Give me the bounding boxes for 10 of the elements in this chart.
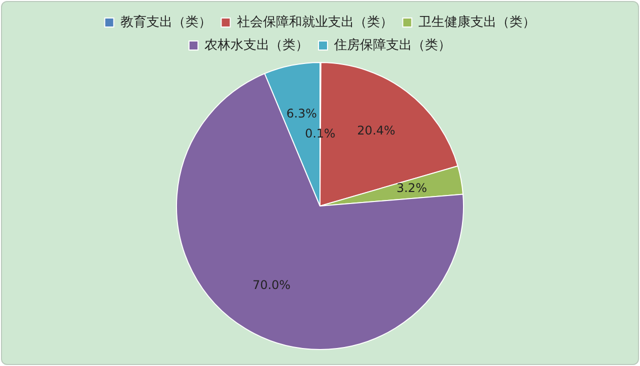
legend-label: 卫生健康支出（类） [418, 14, 536, 30]
data-label: 20.4% [357, 124, 396, 138]
legend-label: 农林水支出（类） [204, 38, 308, 53]
data-label: 3.2% [396, 181, 427, 196]
data-label: 70.0% [252, 278, 291, 292]
legend-label: 住房保障支出（类） [333, 36, 451, 53]
data-label: 0.1% [304, 126, 336, 140]
legend-label: 社会保障和就业支出（类） [236, 14, 393, 30]
data-label: 6.3% [286, 106, 317, 121]
legend-label: 教育支出（类） [120, 14, 212, 30]
